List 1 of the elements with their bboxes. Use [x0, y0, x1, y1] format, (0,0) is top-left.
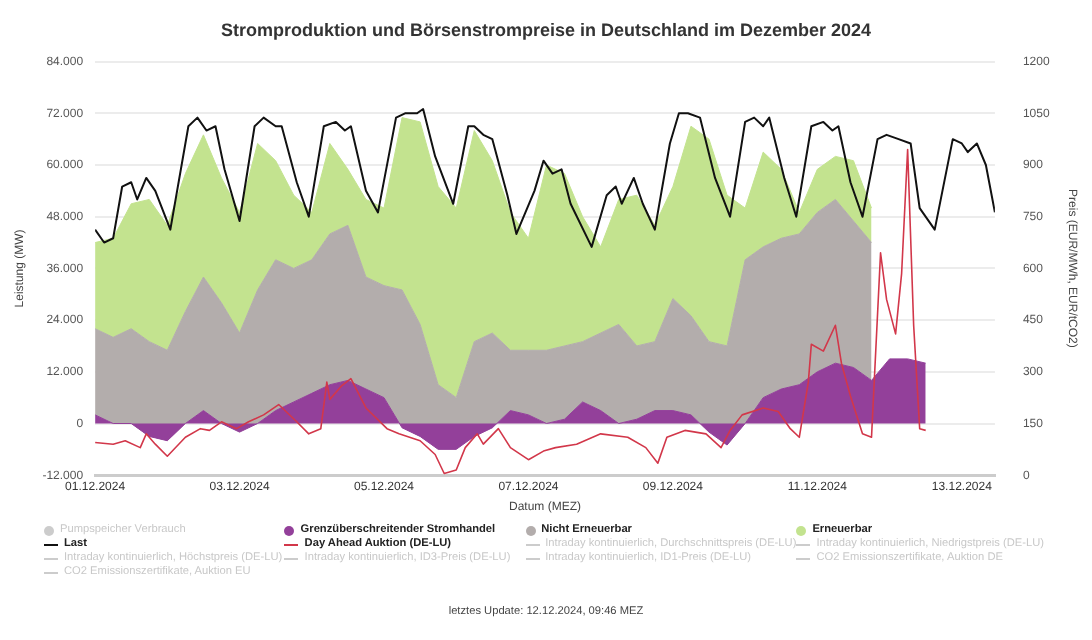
chart-title: Stromproduktion und Börsenstrompreise in Deutschland im Dezember 2024 — [220, 19, 872, 40]
